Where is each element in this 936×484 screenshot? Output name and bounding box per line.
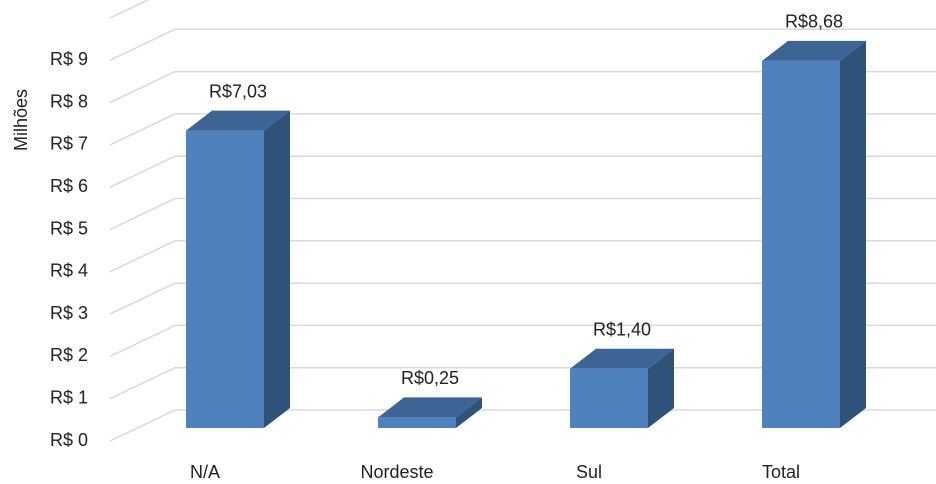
x-tick-label: N/A <box>190 462 220 482</box>
value-label: R$1,40 <box>593 320 651 340</box>
grid-line <box>109 70 936 104</box>
y-tick-label: R$ 7 <box>50 134 88 154</box>
y-tick-label: R$ 4 <box>50 261 88 281</box>
bar <box>186 110 290 429</box>
x-tick-label: Sul <box>576 462 602 482</box>
grid-line <box>109 197 936 231</box>
bar-front <box>378 417 456 428</box>
grid-line <box>109 282 936 315</box>
grid-line <box>109 155 936 188</box>
grid-line <box>109 28 936 61</box>
bar <box>570 348 674 428</box>
grid-line <box>109 113 936 146</box>
bar-top <box>570 348 674 369</box>
bar-front <box>186 130 264 429</box>
y-tick-label: R$ 1 <box>50 387 88 407</box>
value-label: R$8,68 <box>785 12 843 32</box>
bar-side <box>456 397 482 428</box>
wall-border <box>109 0 150 19</box>
value-label: R$0,25 <box>401 368 459 388</box>
bar-top <box>186 110 290 131</box>
bar-top <box>378 397 482 418</box>
grid-line <box>109 324 936 358</box>
y-tick-label: R$ 3 <box>50 303 88 323</box>
bar-top <box>762 40 866 61</box>
grid-line <box>109 409 936 442</box>
value-label: R$7,03 <box>209 81 267 101</box>
y-tick-label: R$ 6 <box>50 176 88 196</box>
bar-side <box>264 110 290 429</box>
y-tick-label: R$ 8 <box>50 91 88 111</box>
y-tick-label: R$ 5 <box>50 218 88 238</box>
y-tick-label: R$ 9 <box>50 49 88 69</box>
grid-line <box>109 240 936 273</box>
bar <box>378 397 482 428</box>
x-tick-label: Nordeste <box>360 462 433 482</box>
y-axis-title: Milhões <box>11 89 31 151</box>
y-tick-label: R$ 2 <box>50 345 88 365</box>
bar-front <box>762 60 840 428</box>
bar-side <box>840 40 866 428</box>
grid-line <box>109 366 936 400</box>
bar-front <box>570 368 648 428</box>
bar-side <box>648 348 674 428</box>
bar <box>762 40 866 428</box>
x-tick-label: Total <box>762 462 800 482</box>
y-tick-label: R$ 0 <box>50 430 88 450</box>
